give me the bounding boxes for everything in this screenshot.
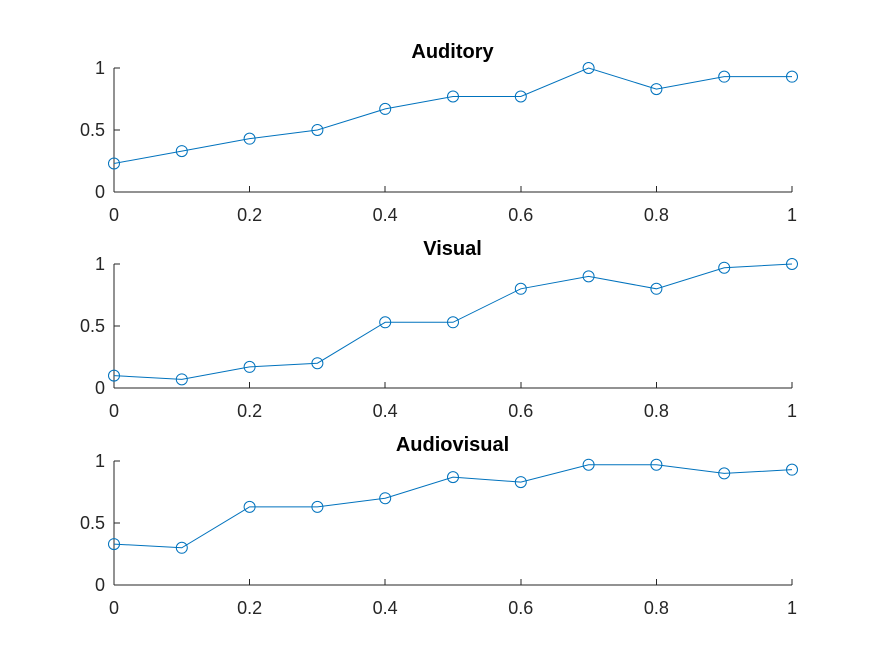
subplot-title: Visual bbox=[423, 238, 482, 260]
axes: 0 0.5 1 0 0.2 0.4 0.6 0.8 1 bbox=[80, 58, 797, 225]
x-tick-label: 0.2 bbox=[237, 401, 262, 421]
data-point-marker bbox=[718, 261, 731, 274]
data-point-marker bbox=[379, 102, 392, 115]
x-tick-label: 1 bbox=[787, 598, 797, 618]
x-tick-label: 0.8 bbox=[644, 205, 669, 225]
x-tick-label: 0.4 bbox=[373, 598, 398, 618]
x-tick-label: 1 bbox=[787, 205, 797, 225]
data-point-marker bbox=[718, 467, 731, 480]
data-point-marker bbox=[447, 471, 459, 484]
data-point-marker bbox=[175, 541, 188, 554]
x-tick-label: 0.8 bbox=[644, 401, 669, 421]
y-tick-label: 0 bbox=[95, 378, 105, 398]
data-point-marker bbox=[718, 70, 731, 83]
data-point-marker bbox=[514, 90, 527, 103]
y-tick-label: 0.5 bbox=[80, 316, 105, 336]
data-point-marker bbox=[447, 316, 459, 329]
data-point-marker bbox=[175, 373, 188, 386]
axes: 0 0.5 1 0 0.2 0.4 0.6 0.8 1 bbox=[80, 254, 797, 421]
y-tick-label: 0 bbox=[95, 575, 105, 595]
subplot-title: Audiovisual bbox=[396, 434, 509, 456]
subplot-audiovisual: Audiovisual 0 0.5 1 0 0.2 0.4 0.6 0.8 1 bbox=[80, 434, 798, 618]
data-point-marker bbox=[582, 270, 595, 283]
data-point-marker bbox=[650, 83, 663, 96]
plot-area bbox=[108, 458, 798, 554]
data-point-marker bbox=[311, 357, 324, 370]
data-point-marker bbox=[243, 360, 256, 373]
data-point-marker bbox=[650, 458, 663, 471]
plot-area bbox=[108, 62, 798, 170]
y-tick-label: 0 bbox=[95, 182, 105, 202]
y-tick-label: 1 bbox=[95, 254, 105, 274]
data-point-marker bbox=[582, 62, 595, 74]
x-tick-label: 0.8 bbox=[644, 598, 669, 618]
data-point-marker bbox=[786, 258, 798, 270]
x-tick-label: 0.6 bbox=[508, 205, 533, 225]
data-point-marker bbox=[650, 282, 663, 295]
x-tick-label: 1 bbox=[787, 401, 797, 421]
plot-area bbox=[108, 258, 798, 386]
data-point-marker bbox=[175, 145, 188, 158]
data-point-marker bbox=[379, 316, 392, 329]
data-point-marker bbox=[243, 132, 256, 145]
series-line bbox=[113, 464, 793, 549]
series-line bbox=[113, 67, 792, 164]
data-point-marker bbox=[108, 157, 120, 170]
subplot-auditory: Auditory 0 0.5 1 0 0.2 0.4 0.6 0.8 1 bbox=[80, 41, 798, 225]
data-point-marker bbox=[447, 90, 459, 103]
x-tick-label: 0.6 bbox=[508, 401, 533, 421]
x-tick-label: 0.6 bbox=[508, 598, 533, 618]
x-tick-label: 0.2 bbox=[237, 598, 262, 618]
y-tick-label: 1 bbox=[95, 451, 105, 471]
data-point-marker bbox=[311, 500, 324, 513]
x-tick-label: 0.2 bbox=[237, 205, 262, 225]
data-point-marker bbox=[311, 124, 324, 136]
data-point-marker bbox=[379, 492, 392, 505]
x-tick-label: 0.4 bbox=[373, 401, 398, 421]
series-line bbox=[113, 263, 793, 380]
x-tick-label: 0.4 bbox=[373, 205, 398, 225]
data-point-marker bbox=[108, 538, 120, 551]
data-point-marker bbox=[786, 463, 798, 476]
data-point-marker bbox=[243, 500, 256, 513]
axes: 0 0.5 1 0 0.2 0.4 0.6 0.8 1 bbox=[80, 451, 797, 618]
data-point-marker bbox=[108, 369, 120, 382]
subplot-title: Auditory bbox=[411, 41, 494, 63]
y-tick-label: 1 bbox=[95, 58, 105, 78]
y-tick-label: 0.5 bbox=[80, 513, 105, 533]
subplot-visual: Visual 0 0.5 1 0 0.2 0.4 0.6 0.8 1 bbox=[80, 238, 798, 421]
data-point-marker bbox=[582, 458, 595, 471]
x-tick-label: 0 bbox=[109, 205, 119, 225]
x-tick-label: 0 bbox=[109, 598, 119, 618]
data-point-marker bbox=[786, 70, 798, 83]
y-tick-label: 0.5 bbox=[80, 120, 105, 140]
data-point-marker bbox=[514, 282, 527, 295]
data-point-marker bbox=[514, 476, 527, 489]
x-tick-label: 0 bbox=[109, 401, 119, 421]
